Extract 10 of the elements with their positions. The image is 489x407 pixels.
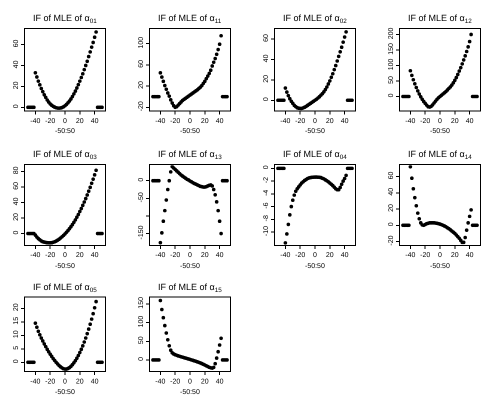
chart-title: IF of MLE of α$_{04}$	[283, 149, 348, 161]
chart-title: IF of MLE of α$_{12}$	[408, 13, 472, 25]
chart-title: IF of MLE of α$_{11}$	[158, 13, 222, 25]
chart-title: IF of MLE of α$_{03}$	[33, 149, 98, 161]
chart-title: IF of MLE of α$_{02}$	[283, 13, 348, 25]
chart-title: IF of MLE of α$_{14}$	[408, 149, 472, 161]
chart-title: IF of MLE of α$_{13}$	[158, 149, 222, 161]
chart-title: IF of MLE of α$_{01}$	[33, 13, 98, 25]
chart-title: IF of MLE of α$_{15}$	[158, 282, 222, 294]
chart-title: IF of MLE of α$_{05}$	[33, 282, 98, 294]
